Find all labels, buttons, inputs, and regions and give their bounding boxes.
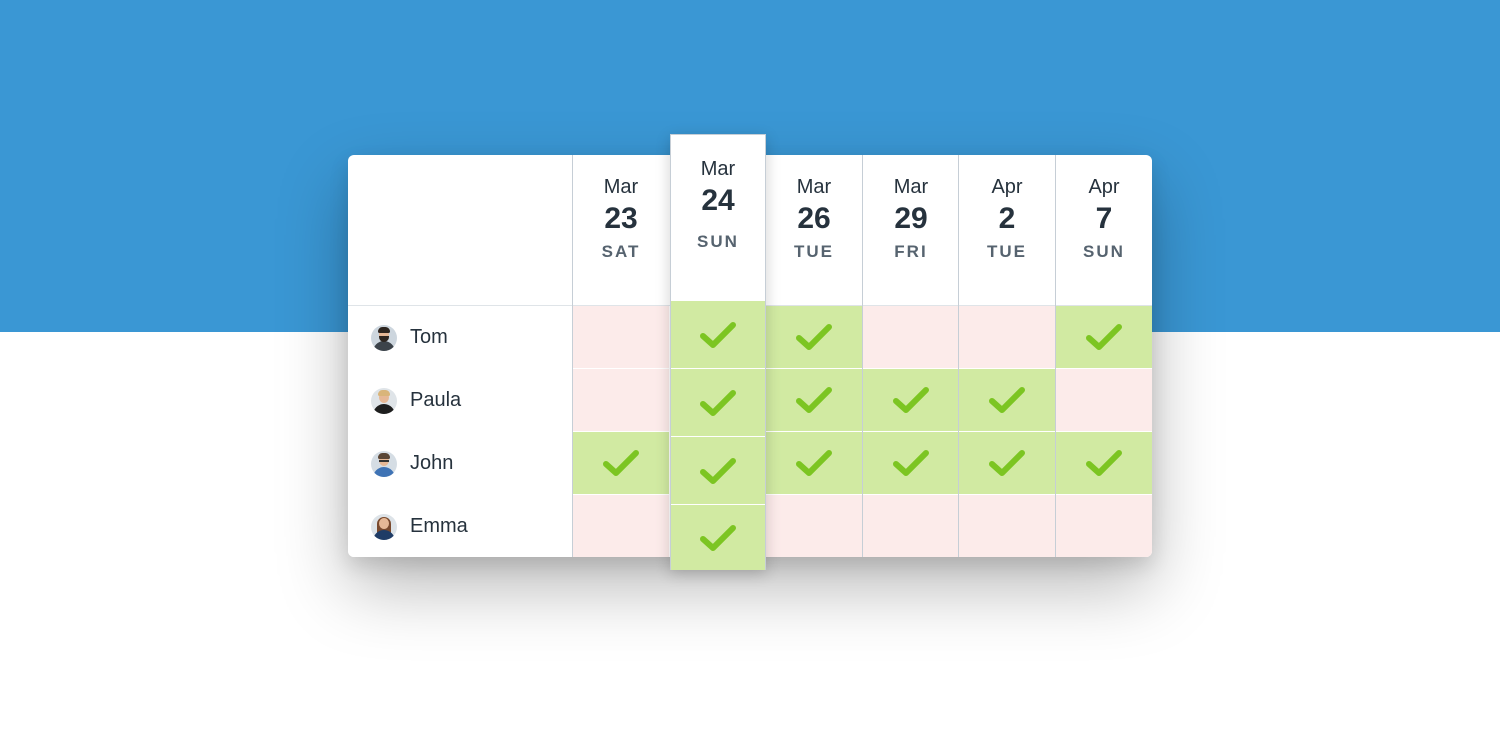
date-weekday: TUE [794, 242, 834, 261]
date-month: Apr [1088, 176, 1120, 198]
participant-name: Tom [410, 326, 448, 348]
column-divider [958, 155, 959, 557]
date-day: 24 [701, 184, 735, 217]
avatar-woman-icon [371, 387, 397, 414]
checkmark-icon [603, 449, 639, 477]
date-weekday: TUE [987, 242, 1027, 261]
date-month: Mar [893, 176, 929, 198]
date-header-2[interactable]: Mar 24 SUN [671, 135, 765, 299]
date-weekday: SUN [1083, 242, 1125, 261]
availability-cell[interactable] [1056, 306, 1152, 368]
availability-cell[interactable] [766, 306, 862, 368]
date-day: 7 [1095, 202, 1113, 235]
participant-name: Paula [410, 389, 462, 411]
availability-cell[interactable] [1056, 369, 1152, 431]
date-month: Mar [796, 176, 832, 198]
participant-row-emma: Emma [348, 495, 572, 557]
availability-cell[interactable] [573, 495, 669, 557]
column-divider [1055, 155, 1056, 557]
checkmark-icon [700, 321, 736, 349]
selected-availability-cell[interactable] [671, 368, 765, 436]
avatar-bearded-man-icon [371, 324, 397, 351]
availability-cell[interactable] [573, 369, 669, 431]
checkmark-icon [989, 449, 1025, 477]
date-day: 26 [797, 202, 831, 235]
date-month: Apr [991, 176, 1023, 198]
checkmark-icon [989, 386, 1025, 414]
availability-cell[interactable] [573, 432, 669, 494]
avatar-woman-long-hair-icon [371, 513, 397, 540]
checkmark-icon [700, 524, 736, 552]
availability-cell[interactable] [1056, 432, 1152, 494]
availability-cell[interactable] [766, 369, 862, 431]
availability-cell[interactable] [959, 432, 1055, 494]
availability-cell[interactable] [863, 306, 959, 368]
checkmark-icon [700, 457, 736, 485]
date-weekday: FRI [894, 242, 928, 261]
availability-cell[interactable] [863, 369, 959, 431]
column-divider [572, 155, 573, 557]
checkmark-icon [893, 449, 929, 477]
availability-cell[interactable] [959, 495, 1055, 557]
checkmark-icon [1086, 323, 1122, 351]
date-day: 2 [998, 202, 1016, 235]
availability-cell[interactable] [959, 369, 1055, 431]
participant-row-paula: Paula [348, 369, 572, 432]
selected-availability-cell[interactable] [671, 436, 765, 504]
participant-row-john: John [348, 432, 572, 495]
date-header-3[interactable]: Mar 26 TUE [766, 155, 862, 305]
availability-cell[interactable] [959, 306, 1055, 368]
date-day: 23 [604, 202, 638, 235]
participant-name: John [410, 452, 454, 474]
date-month: Mar [603, 176, 639, 198]
date-header-6[interactable]: Apr 7 SUN [1056, 155, 1152, 305]
date-header-4[interactable]: Mar 29 FRI [863, 155, 959, 305]
checkmark-icon [893, 386, 929, 414]
availability-cell[interactable] [863, 495, 959, 557]
date-header-5[interactable]: Apr 2 TUE [959, 155, 1055, 305]
date-day: 29 [894, 202, 928, 235]
date-weekday: SUN [697, 232, 739, 251]
date-month: Mar [700, 158, 736, 180]
availability-cell[interactable] [766, 432, 862, 494]
date-weekday: SAT [601, 242, 641, 261]
participant-row-tom: Tom [348, 306, 572, 369]
availability-cell[interactable] [573, 306, 669, 368]
checkmark-icon [796, 323, 832, 351]
checkmark-icon [796, 386, 832, 414]
selected-availability-cell[interactable] [671, 300, 765, 368]
selected-availability-cell[interactable] [671, 504, 765, 570]
avatar-man-glasses-icon [371, 450, 397, 477]
participant-name: Emma [410, 515, 468, 537]
date-header-1[interactable]: Mar 23 SAT [573, 155, 669, 305]
column-divider [862, 155, 863, 557]
selected-date-column[interactable]: Mar 24 SUN [670, 134, 766, 570]
availability-cell[interactable] [1056, 495, 1152, 557]
checkmark-icon [700, 389, 736, 417]
availability-cell[interactable] [766, 495, 862, 557]
availability-cell[interactable] [863, 432, 959, 494]
checkmark-icon [1086, 449, 1122, 477]
checkmark-icon [796, 449, 832, 477]
